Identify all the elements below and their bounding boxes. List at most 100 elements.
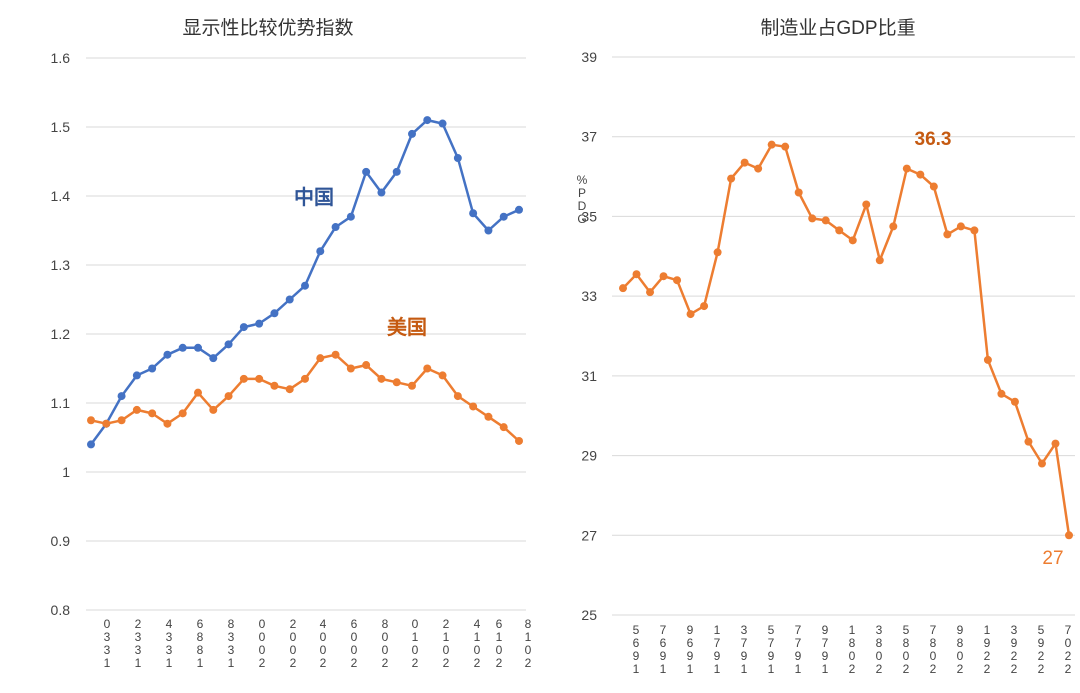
- series-label-china: 中国: [294, 185, 334, 209]
- data-point: [392, 378, 401, 387]
- data-point: [515, 436, 523, 445]
- data-point: [740, 158, 749, 167]
- y-tick-label: 1.6: [51, 50, 71, 66]
- data-point: [438, 371, 447, 380]
- data-point: [484, 412, 493, 421]
- data-point: [902, 164, 911, 173]
- data-point: [301, 281, 309, 290]
- annotation-last: 27: [1042, 548, 1063, 569]
- data-point: [270, 309, 279, 318]
- data-point: [408, 129, 416, 138]
- data-point: [997, 389, 1006, 398]
- data-point: [469, 402, 478, 411]
- data-point: [194, 343, 202, 352]
- data-point: [316, 354, 325, 363]
- y-tick-label: 1.4: [51, 188, 71, 204]
- y-tick-label: 1.2: [51, 326, 71, 342]
- manufacturing-share-chart: 制造业占GDP比重 25 27 29 31 33 35 37 39 % P D G 5 6 9 1 7 6 9 1 9 6…: [577, 17, 1075, 676]
- data-point: [1065, 531, 1073, 540]
- data-point: [87, 440, 95, 449]
- data-point: [1051, 439, 1060, 448]
- data-point: [362, 361, 371, 370]
- data-point: [331, 223, 340, 232]
- data-point: [301, 374, 309, 383]
- data-point: [408, 381, 416, 390]
- y-tick-label: 39: [581, 49, 597, 65]
- data-point: [1037, 459, 1046, 468]
- data-point: [632, 270, 641, 279]
- data-point: [285, 295, 294, 304]
- y-tick-label: 27: [581, 527, 597, 543]
- data-point: [163, 419, 172, 428]
- data-point: [453, 392, 462, 401]
- data-point: [700, 302, 709, 311]
- data-point: [102, 419, 111, 428]
- rca-index-chart: 显示性比较优势指数 0.8 0.9 1 1.1 1.2 1.3 1.4 1.5 1.6 0 3 3 1 2…: [51, 17, 532, 670]
- data-point: [659, 272, 668, 281]
- y-tick-label: 0.9: [51, 533, 71, 549]
- y-tick-label: 1.1: [51, 395, 71, 411]
- data-point: [889, 222, 898, 231]
- data-point: [117, 416, 126, 425]
- data-point: [484, 226, 493, 235]
- data-point: [499, 212, 508, 221]
- data-point: [392, 167, 401, 176]
- data-point: [132, 405, 141, 414]
- y-tick-label: 1: [62, 464, 70, 480]
- y-tick-label: 0.8: [51, 602, 71, 618]
- data-point: [916, 170, 925, 179]
- data-point: [619, 284, 627, 293]
- data-point: [239, 323, 248, 332]
- data-point: [453, 154, 462, 163]
- left-chart-title: 显示性比较优势指数: [182, 17, 353, 39]
- data-point: [239, 374, 248, 383]
- data-point: [209, 354, 218, 363]
- annotation-peak: 36.3: [915, 129, 952, 150]
- data-point: [983, 355, 992, 364]
- y-tick-label: 35: [581, 208, 597, 224]
- y-tick-label: 1.3: [51, 257, 71, 273]
- y-tick-label: 37: [581, 129, 597, 145]
- y-tick-label: 31: [581, 368, 597, 384]
- data-point: [875, 256, 884, 265]
- data-point: [362, 167, 371, 176]
- data-point: [794, 188, 803, 197]
- right-chart-title: 制造业占GDP比重: [760, 17, 915, 39]
- data-point: [163, 350, 172, 359]
- data-point: [754, 164, 763, 173]
- data-point: [781, 142, 790, 151]
- data-point: [767, 140, 776, 149]
- y-tick-label: 33: [581, 288, 597, 304]
- data-point: [469, 209, 478, 218]
- data-point: [178, 343, 187, 352]
- data-point: [929, 182, 938, 191]
- data-point: [255, 319, 264, 328]
- data-point: [285, 385, 294, 394]
- data-point: [808, 214, 817, 223]
- y-axis-label: % P D G: [577, 173, 588, 226]
- data-point: [727, 174, 736, 183]
- data-point: [499, 423, 508, 432]
- data-point: [438, 119, 447, 128]
- data-point: [515, 205, 523, 214]
- data-point: [1024, 437, 1033, 446]
